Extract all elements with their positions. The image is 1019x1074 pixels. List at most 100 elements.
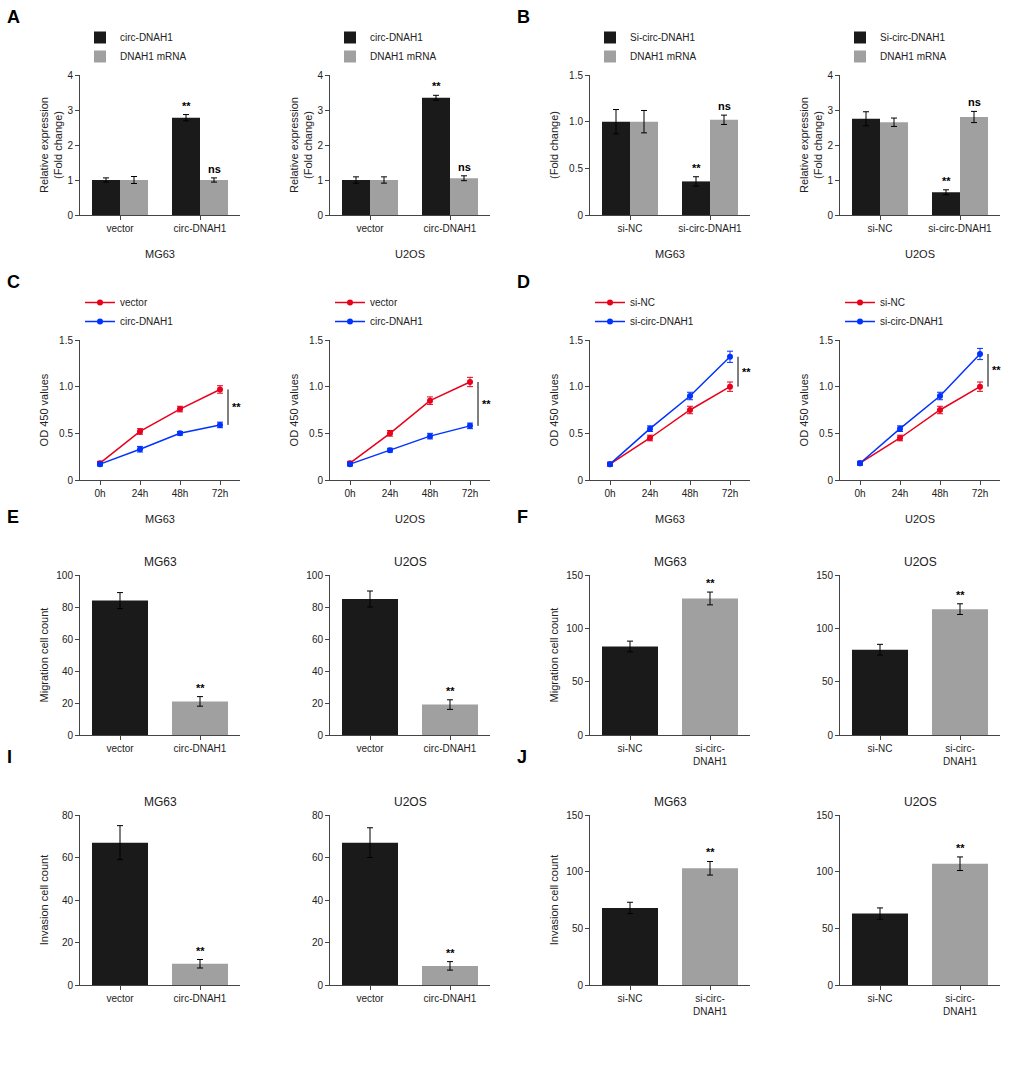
svg-text:50: 50	[822, 676, 834, 687]
svg-text:0h: 0h	[344, 488, 355, 499]
svg-text:U2OS: U2OS	[395, 248, 425, 260]
svg-text:80: 80	[62, 810, 74, 821]
svg-text:si-circ-DNAH1: si-circ-DNAH1	[943, 993, 977, 1017]
svg-text:60: 60	[62, 634, 74, 645]
svg-text:0: 0	[317, 475, 323, 486]
svg-text:U2OS: U2OS	[904, 555, 937, 569]
svg-text:MG63: MG63	[655, 513, 685, 525]
svg-text:si-circ-DNAH1: si-circ-DNAH1	[928, 223, 992, 234]
svg-text:si-circ-DNAH1: si-circ-DNAH1	[880, 316, 944, 327]
svg-text:1.0: 1.0	[569, 381, 583, 392]
svg-text:ns: ns	[208, 163, 221, 175]
svg-text:Invasion cell count: Invasion cell count	[38, 855, 50, 946]
svg-text:MG63: MG63	[655, 248, 685, 260]
svg-text:**: **	[196, 945, 205, 957]
svg-text:1.5: 1.5	[309, 335, 323, 346]
svg-text:circ-DNAH1: circ-DNAH1	[370, 316, 423, 327]
svg-text:50: 50	[572, 923, 584, 934]
svg-text:50: 50	[572, 676, 584, 687]
svg-text:**: **	[992, 364, 1001, 376]
svg-text:si-NC: si-NC	[618, 223, 643, 234]
svg-text:MG63: MG63	[145, 248, 175, 260]
svg-text:DNAH1 mRNA: DNAH1 mRNA	[630, 51, 696, 62]
svg-text:0: 0	[67, 730, 73, 741]
svg-text:40: 40	[312, 895, 324, 906]
svg-text:OD 450 values: OD 450 values	[548, 373, 560, 446]
svg-text:vector: vector	[106, 743, 134, 754]
svg-text:2: 2	[827, 140, 833, 151]
svg-text:vector: vector	[106, 993, 134, 1004]
svg-text:**: **	[692, 162, 701, 174]
svg-text:24h: 24h	[132, 488, 149, 499]
svg-text:1: 1	[317, 175, 323, 186]
svg-text:72h: 72h	[212, 488, 229, 499]
svg-text:1: 1	[67, 175, 73, 186]
svg-text:ns: ns	[718, 100, 731, 112]
svg-text:0: 0	[577, 730, 583, 741]
svg-text:0: 0	[317, 730, 323, 741]
svg-text:**: **	[182, 100, 191, 112]
svg-text:circ-DNAH1: circ-DNAH1	[424, 743, 477, 754]
svg-text:si-NC: si-NC	[618, 993, 643, 1004]
svg-text:0: 0	[317, 210, 323, 221]
svg-text:MG63: MG63	[654, 795, 687, 809]
svg-text:si-circ-DNAH1: si-circ-DNAH1	[943, 743, 977, 767]
svg-text:0.5: 0.5	[569, 163, 583, 174]
svg-text:1.0: 1.0	[309, 381, 323, 392]
svg-text:D: D	[517, 272, 530, 292]
svg-text:U2OS: U2OS	[905, 248, 935, 260]
svg-text:OD 450 values: OD 450 values	[288, 373, 300, 446]
svg-text:I: I	[7, 747, 12, 767]
svg-text:20: 20	[62, 698, 74, 709]
svg-text:si-circ-DNAH1: si-circ-DNAH1	[693, 743, 727, 767]
svg-text:0: 0	[577, 980, 583, 991]
svg-text:24h: 24h	[642, 488, 659, 499]
svg-text:si-NC: si-NC	[618, 743, 643, 754]
svg-text:1: 1	[827, 175, 833, 186]
svg-text:4: 4	[67, 70, 73, 81]
svg-text:ns: ns	[968, 96, 981, 108]
svg-text:si-circ-DNAH1: si-circ-DNAH1	[693, 993, 727, 1017]
svg-text:20: 20	[312, 698, 324, 709]
svg-text:48h: 48h	[682, 488, 699, 499]
svg-text:E: E	[7, 507, 19, 527]
svg-text:24h: 24h	[892, 488, 909, 499]
svg-text:0: 0	[827, 210, 833, 221]
svg-text:C: C	[7, 272, 20, 292]
svg-text:Migration cell count: Migration cell count	[548, 608, 560, 703]
svg-text:80: 80	[62, 602, 74, 613]
svg-text:1.5: 1.5	[569, 70, 583, 81]
svg-text:A: A	[7, 7, 20, 27]
svg-text:60: 60	[312, 634, 324, 645]
svg-text:circ-DNAH1: circ-DNAH1	[174, 223, 227, 234]
svg-text:0h: 0h	[94, 488, 105, 499]
svg-text:DNAH1 mRNA: DNAH1 mRNA	[120, 51, 186, 62]
svg-text:Migration cell count: Migration cell count	[38, 608, 50, 703]
svg-text:20: 20	[62, 937, 74, 948]
svg-text:**: **	[706, 577, 715, 589]
svg-text:40: 40	[62, 895, 74, 906]
svg-text:MG63: MG63	[144, 795, 177, 809]
svg-text:100: 100	[816, 623, 833, 634]
svg-text:1.5: 1.5	[59, 335, 73, 346]
svg-text:**: **	[446, 947, 455, 959]
svg-text:0: 0	[67, 210, 73, 221]
svg-text:100: 100	[566, 866, 583, 877]
svg-text:1.0: 1.0	[59, 381, 73, 392]
svg-text:DNAH1 mRNA: DNAH1 mRNA	[370, 51, 436, 62]
svg-text:72h: 72h	[722, 488, 739, 499]
svg-text:Si-circ-DNAH1: Si-circ-DNAH1	[630, 32, 695, 43]
svg-text:72h: 72h	[462, 488, 479, 499]
svg-text:si-NC: si-NC	[880, 297, 905, 308]
svg-text:B: B	[517, 7, 530, 27]
svg-text:**: **	[432, 80, 441, 92]
svg-text:0: 0	[67, 980, 73, 991]
svg-text:vector: vector	[120, 297, 148, 308]
svg-text:Relative expression(Fold chang: Relative expression(Fold change)	[38, 97, 64, 193]
svg-text:40: 40	[62, 666, 74, 677]
svg-text:80: 80	[312, 602, 324, 613]
svg-text:ns: ns	[458, 161, 471, 173]
svg-text:F: F	[517, 507, 528, 527]
svg-text:100: 100	[566, 623, 583, 634]
svg-text:0: 0	[577, 210, 583, 221]
